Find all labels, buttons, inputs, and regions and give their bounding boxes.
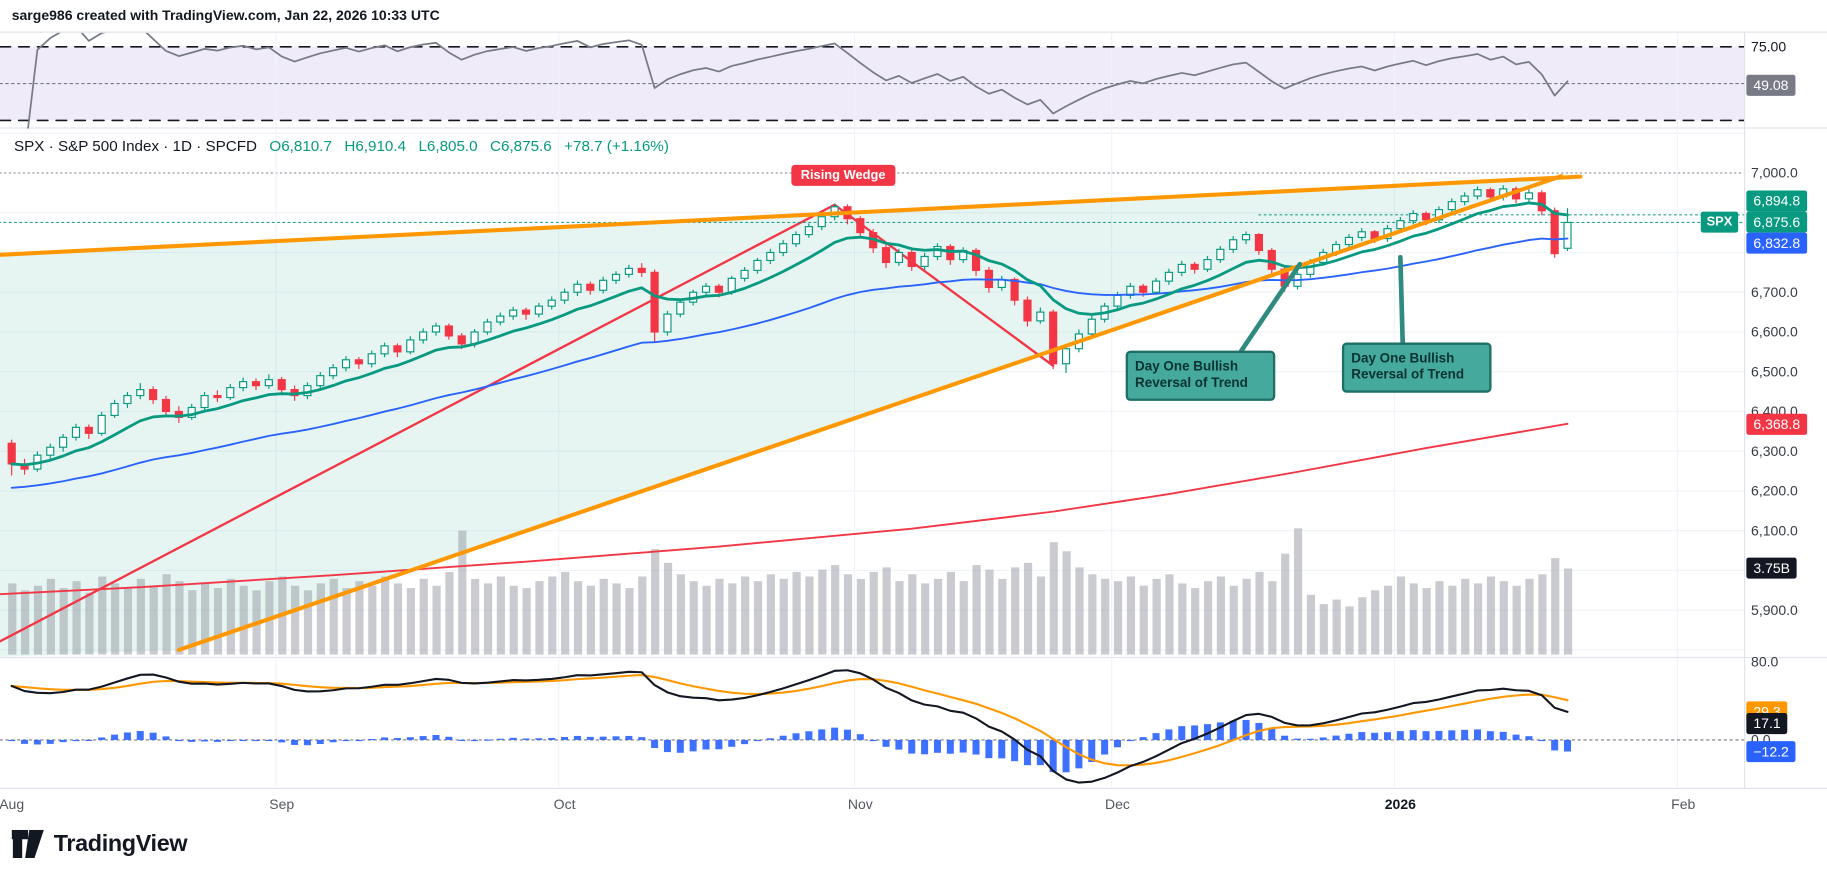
tradingview-logo-text: TradingView xyxy=(53,830,188,857)
pane-separator[interactable] xyxy=(0,656,1827,659)
price-axis-label: 6,300.0 xyxy=(1751,443,1798,460)
time-axis-label: Sep xyxy=(269,796,295,813)
symbol-legend[interactable]: SPX · S&P 500 Index · 1D · SPCFD O6,810.… xyxy=(14,137,677,155)
price-axis-label: 6,100.0 xyxy=(1751,522,1798,539)
time-axis-label: Nov xyxy=(847,796,873,813)
time-axis-label: Feb xyxy=(1671,796,1696,813)
macd-canvas[interactable] xyxy=(0,658,1745,787)
symbol-title: SPX · S&P 500 Index · 1D · SPCFD xyxy=(14,136,257,155)
axis-badge: 17.1 xyxy=(1746,712,1788,734)
price-axis-label: 5,900.0 xyxy=(1751,601,1798,619)
axis-badge: 6,832.8 xyxy=(1746,232,1808,255)
price-axis-label: 7,000.0 xyxy=(1751,164,1798,182)
legend-low: L6,805.0 xyxy=(418,136,478,155)
axis-badge: 3.75B xyxy=(1746,558,1798,580)
price-axis-label: 6,700.0 xyxy=(1751,284,1798,301)
axis-badge: 6,875.6 xyxy=(1746,211,1808,233)
legend-close: C6,875.6 xyxy=(490,136,552,155)
time-axis-label: Aug xyxy=(0,796,25,813)
symbol-axis-tag: SPX xyxy=(1700,211,1739,233)
rsi-axis-label: 75.00 xyxy=(1751,38,1787,55)
axis-badge: 6,894.8 xyxy=(1746,190,1808,212)
attribution-text: sarge986 created with TradingView.com, J… xyxy=(11,7,440,24)
callout-bullish-reversal-2[interactable]: Day One Bullish Reversal of Trend xyxy=(1341,342,1492,393)
price-axis-label: 6,200.0 xyxy=(1751,482,1798,500)
main-chart-canvas[interactable] xyxy=(0,128,1745,657)
rsi-pane[interactable] xyxy=(0,32,1745,129)
rsi-canvas[interactable] xyxy=(0,32,1745,129)
tradingview-logo[interactable]: TradingView xyxy=(11,829,188,858)
pane-separator[interactable] xyxy=(0,127,1827,129)
price-axis-border xyxy=(1744,31,1746,790)
axis-badge: −12.2 xyxy=(1746,741,1796,763)
axis-badge: 6,368.8 xyxy=(1746,413,1808,435)
legend-high: H6,910.4 xyxy=(344,136,407,155)
legend-change: +78.7 (+1.16%) xyxy=(564,136,669,155)
main-chart-pane[interactable] xyxy=(0,128,1745,657)
rising-wedge-label[interactable]: Rising Wedge xyxy=(791,164,895,186)
macd-axis-label: 80.0 xyxy=(1751,653,1779,670)
callout-bullish-reversal-1[interactable]: Day One Bullish Reversal of Trend xyxy=(1125,350,1276,401)
price-axis-label: 6,500.0 xyxy=(1751,363,1798,380)
macd-pane[interactable] xyxy=(0,658,1745,787)
tradingview-logo-icon xyxy=(11,829,44,858)
time-axis-label: 2026 xyxy=(1384,796,1416,813)
price-axis-label: 6,600.0 xyxy=(1751,323,1798,341)
axis-badge: 49.08 xyxy=(1746,74,1796,96)
pane-separator xyxy=(0,31,1827,33)
pane-separator xyxy=(0,787,1827,790)
time-axis[interactable]: Aug Sep Oct Nov Dec 2026 Feb xyxy=(0,789,1827,819)
time-axis-label: Oct xyxy=(553,796,576,813)
time-axis-label: Dec xyxy=(1105,796,1130,813)
legend-open: O6,810.7 xyxy=(269,136,332,155)
